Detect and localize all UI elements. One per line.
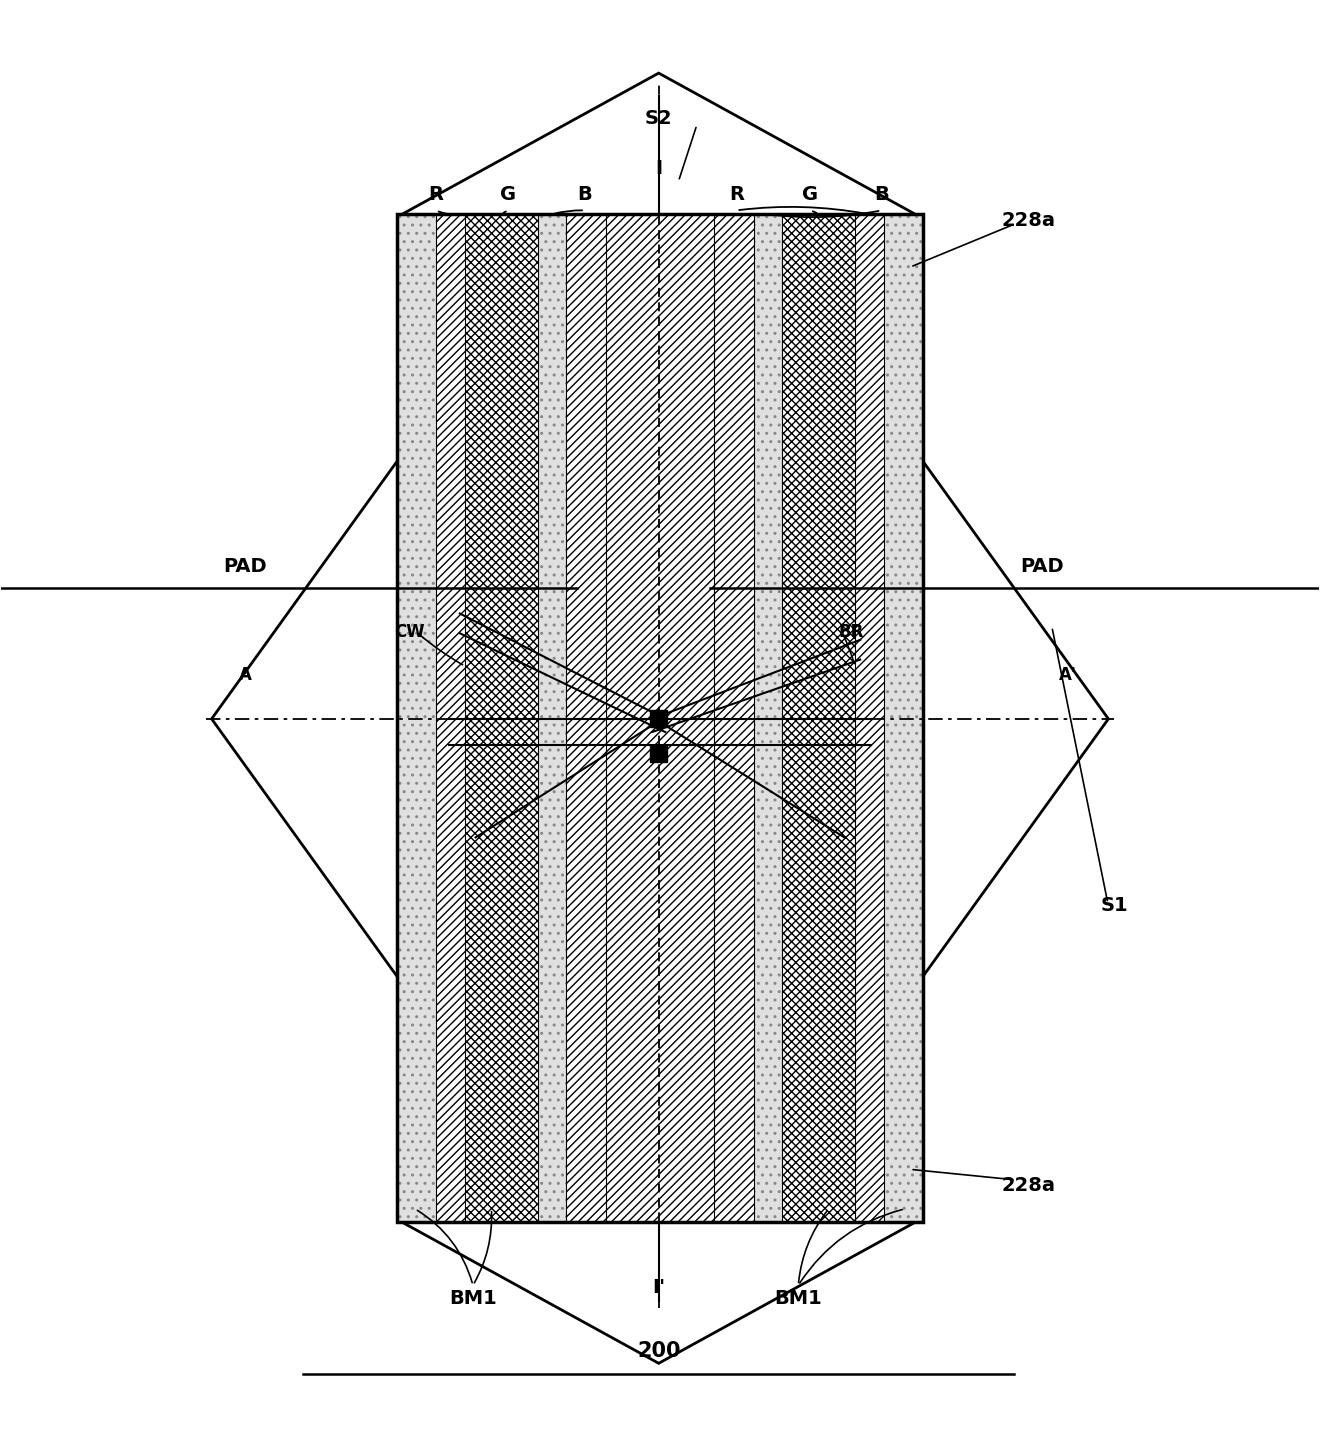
Polygon shape: [738, 462, 1109, 975]
Text: A': A': [1060, 667, 1077, 684]
Bar: [606, 215, 714, 1222]
Text: S2: S2: [645, 108, 672, 128]
Polygon shape: [211, 462, 582, 975]
Polygon shape: [401, 74, 916, 355]
Polygon shape: [401, 1081, 916, 1364]
Text: B: B: [578, 185, 593, 203]
Text: R: R: [429, 185, 444, 203]
Bar: [883, 215, 924, 1222]
Text: 200: 200: [638, 1341, 680, 1361]
Bar: [396, 215, 924, 1222]
Text: I: I: [655, 159, 663, 177]
Bar: [437, 215, 465, 1222]
Bar: [396, 215, 437, 1222]
Bar: [855, 215, 883, 1222]
Text: B: B: [874, 185, 888, 203]
Bar: [651, 745, 667, 762]
Bar: [566, 215, 606, 1222]
Bar: [537, 215, 566, 1222]
Bar: [883, 215, 924, 1222]
Bar: [651, 710, 667, 727]
Text: 228a: 228a: [1002, 1176, 1056, 1195]
Text: R: R: [729, 185, 744, 203]
Text: BM1: BM1: [449, 1289, 496, 1307]
Bar: [714, 215, 754, 1222]
Text: A: A: [239, 667, 252, 684]
Bar: [754, 215, 783, 1222]
Text: PAD: PAD: [1020, 557, 1064, 576]
Text: I': I': [652, 1278, 665, 1297]
Bar: [783, 215, 855, 1222]
Text: BR: BR: [838, 623, 863, 641]
Text: 228a: 228a: [1002, 212, 1056, 231]
Text: PAD: PAD: [223, 557, 267, 576]
Bar: [396, 215, 924, 1222]
Text: CW: CW: [395, 623, 425, 641]
Text: G: G: [500, 185, 516, 203]
Bar: [537, 215, 566, 1222]
Bar: [396, 215, 437, 1222]
Text: BM1: BM1: [775, 1289, 822, 1307]
Text: S1: S1: [1101, 896, 1129, 915]
Bar: [754, 215, 783, 1222]
Bar: [465, 215, 537, 1222]
Text: G: G: [803, 185, 818, 203]
